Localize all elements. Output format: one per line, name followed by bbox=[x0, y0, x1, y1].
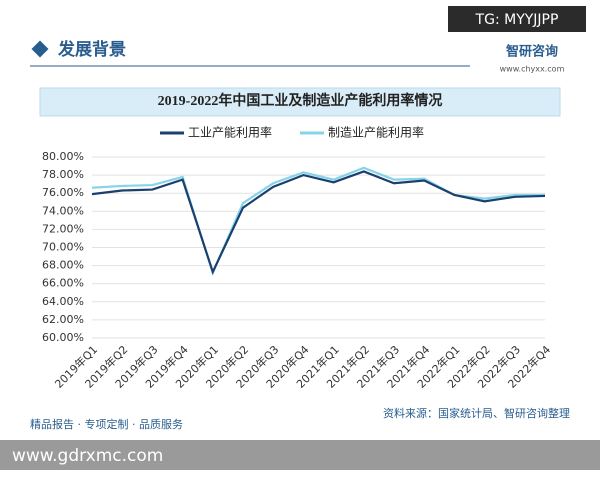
tag: TG: MYYJJPP bbox=[475, 12, 559, 28]
title-band bbox=[39, 87, 561, 117]
y-tick-label: 70.00% bbox=[42, 241, 84, 254]
brand: 智研咨询 bbox=[506, 44, 558, 60]
website: www.chyxx.com bbox=[500, 65, 565, 74]
y-tick-label: 68.00% bbox=[42, 259, 84, 272]
section-title: 发展背景 bbox=[57, 39, 126, 60]
tag-box bbox=[448, 6, 586, 32]
series-line bbox=[91, 170, 546, 275]
chart-title: 2019-2022年中国工业及制造业产能利用率情况 bbox=[158, 92, 443, 109]
series-line bbox=[91, 166, 545, 276]
diamond-icon bbox=[31, 40, 49, 58]
y-tick-label: 72.00% bbox=[42, 222, 84, 235]
legend-label: 制造业产能利用率 bbox=[328, 125, 424, 140]
y-tick-label: 60.00% bbox=[42, 331, 84, 344]
y-tick-label: 74.00% bbox=[42, 204, 84, 217]
bottom-bar bbox=[0, 440, 600, 470]
bottom-url: www.gdrxmc.com bbox=[12, 446, 163, 466]
y-tick-label: 78.00% bbox=[42, 168, 84, 181]
y-tick-label: 80.00% bbox=[42, 150, 84, 163]
y-tick-label: 62.00% bbox=[42, 313, 84, 326]
y-tick-label: 66.00% bbox=[42, 277, 84, 290]
legend-label: 工业产能利用率 bbox=[188, 125, 272, 140]
y-tick-label: 64.00% bbox=[42, 295, 84, 308]
slogan: 精品报告 · 专项定制 · 品质服务 bbox=[30, 417, 183, 431]
y-tick-label: 76.00% bbox=[42, 186, 84, 199]
source: 资料来源：国家统计局、智研咨询整理 bbox=[383, 406, 570, 420]
